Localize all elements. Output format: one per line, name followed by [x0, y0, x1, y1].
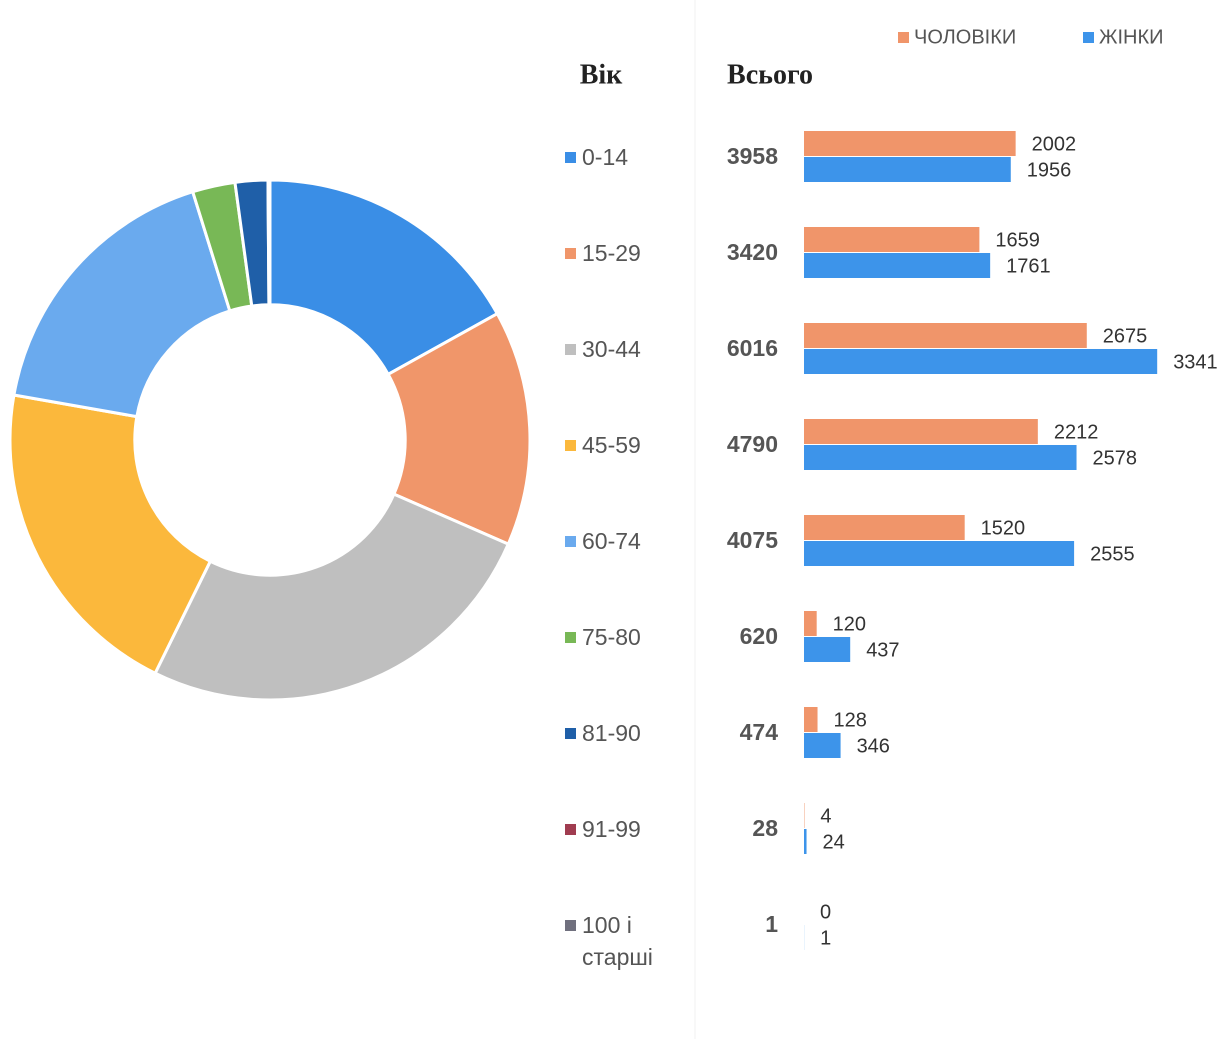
legend-swatch: [565, 632, 576, 643]
bar: [804, 829, 807, 854]
bar: [804, 131, 1016, 156]
donut-slice: [153, 492, 511, 702]
legend-swatch: [898, 32, 909, 43]
bar-value: 1520: [981, 517, 1026, 539]
legend-swatch: [565, 824, 576, 835]
total-value: 620: [740, 623, 778, 649]
bar: [804, 227, 980, 252]
legend-swatch: [565, 152, 576, 163]
legend-label: ЧОЛОВІКИ: [914, 26, 1016, 48]
bar: [804, 733, 841, 758]
bar: [804, 323, 1087, 348]
total-value: 1: [765, 911, 778, 937]
donut-slice: [268, 178, 500, 377]
legend-label: 60-74: [582, 528, 641, 554]
total-value: 4790: [727, 431, 778, 457]
bar-value: 128: [834, 709, 867, 731]
values-title: Всього: [727, 59, 813, 90]
total-value: 474: [740, 719, 779, 745]
legend-swatch: [565, 248, 576, 259]
legend-swatch: [565, 344, 576, 355]
total-value: 6016: [727, 335, 778, 361]
legend-label: ЖІНКИ: [1099, 26, 1164, 48]
bar-value: 346: [857, 735, 890, 757]
total-value: 28: [752, 815, 778, 841]
legend-swatch: [565, 440, 576, 451]
bar: [804, 637, 851, 662]
donut-slice: [8, 393, 213, 676]
legend-label: 75-80: [582, 624, 641, 650]
bar-value: 1761: [1006, 255, 1051, 277]
donut-slice: [12, 189, 232, 419]
bar-value: 2002: [1032, 133, 1077, 155]
bar: [804, 611, 817, 636]
bar-value: 0: [820, 901, 831, 923]
bar-value: 120: [833, 613, 866, 635]
bar-value: 3341: [1173, 351, 1218, 373]
bar-value: 1956: [1027, 159, 1072, 181]
legend-swatch: [1083, 32, 1094, 43]
legend-label: 15-29: [582, 240, 641, 266]
bar-value: 1: [820, 927, 831, 949]
bar-value: 1659: [995, 229, 1040, 251]
total-value: 4075: [727, 527, 778, 553]
bar: [804, 707, 818, 732]
bar-value: 2555: [1090, 543, 1135, 565]
legend-label: 100 і старші: [582, 912, 653, 970]
bar: [804, 515, 965, 540]
bar: [804, 445, 1077, 470]
bar: [804, 419, 1038, 444]
bar-value: 437: [866, 639, 899, 661]
legend-label: 81-90: [582, 720, 641, 746]
legend-label: 0-14: [582, 144, 629, 170]
bar: [804, 541, 1075, 566]
bar: [804, 157, 1011, 182]
legend-swatch: [565, 920, 576, 931]
bar-value: 24: [823, 831, 845, 853]
bar: [804, 253, 991, 278]
bar-value: 2675: [1103, 325, 1148, 347]
donut-slice: [386, 311, 532, 547]
bar-value: 4: [820, 805, 831, 827]
total-value: 3420: [727, 239, 778, 265]
legend-title: Вік: [580, 59, 623, 90]
bar-value: 2578: [1093, 447, 1138, 469]
legend-label: 45-59: [582, 432, 641, 458]
bar: [804, 349, 1158, 374]
legend-swatch: [565, 728, 576, 739]
bar-value: 2212: [1054, 421, 1099, 443]
legend-swatch: [565, 536, 576, 547]
legend-label: 30-44: [582, 336, 641, 362]
total-value: 3958: [727, 143, 778, 169]
legend-label: 91-99: [582, 816, 641, 842]
